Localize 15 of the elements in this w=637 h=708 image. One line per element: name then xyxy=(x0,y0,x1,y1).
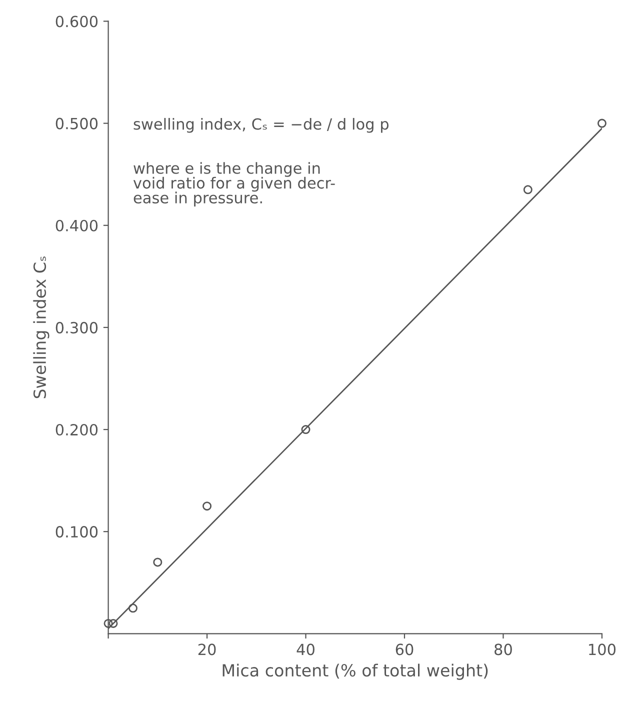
x-tick-label: 20 xyxy=(198,644,216,656)
annotation: swelling index, Cₛ = −de / d log p xyxy=(134,118,389,133)
y-tick-label: 0.600 xyxy=(56,16,98,28)
x-axis-title: Mica content (% of total weight) xyxy=(222,664,488,680)
y-tick-label: 0.300 xyxy=(56,322,98,334)
y-tick-label: 0.400 xyxy=(56,220,98,232)
y-tick-label: 0.100 xyxy=(56,526,98,538)
annotation: where e is the change in void ratio for a given decr- ease in pressure. xyxy=(133,162,335,206)
y-tick-label: 0.500 xyxy=(56,118,98,130)
y-tick-label: 0.200 xyxy=(56,424,98,436)
x-tick-label: 80 xyxy=(494,644,512,656)
y-axis-title: Swelling index Cₛ xyxy=(33,256,50,398)
x-tick-label: 60 xyxy=(396,644,414,656)
x-tick-label: 100 xyxy=(589,644,616,656)
x-tick-label: 40 xyxy=(296,644,314,656)
